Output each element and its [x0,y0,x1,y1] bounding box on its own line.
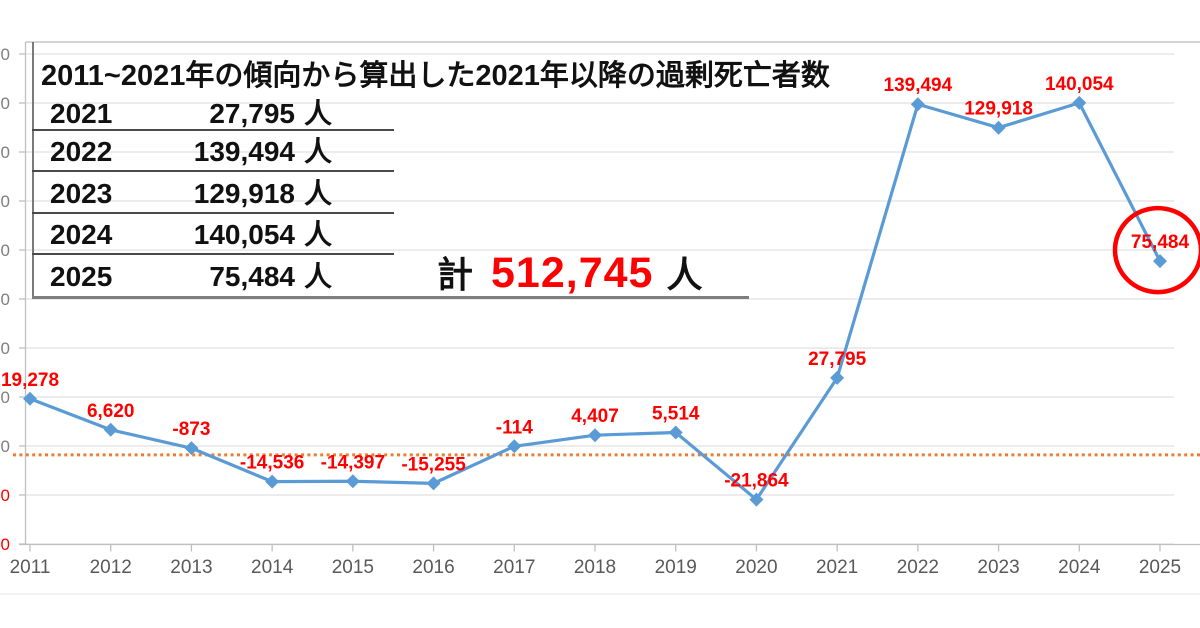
table-row-divider [32,212,394,214]
svg-text:0: 0 [1,388,10,407]
svg-text:129,918: 129,918 [964,99,1033,120]
chart-title: 2011~2021年の傾向から算出した2021年以降の過剰死亡者数 [41,60,830,92]
svg-text:75,484: 75,484 [1131,232,1190,253]
svg-text:2011: 2011 [10,557,51,578]
table-year: 2021 [50,98,113,129]
table-row: 2023 129,918 人 [32,174,394,214]
table-value: 75,484 [209,261,295,292]
svg-text:5,514: 5,514 [652,403,700,424]
total-row-underline [32,296,749,299]
svg-text:0: 0 [1,241,10,260]
svg-text:-114: -114 [496,417,533,438]
total-value: 512,745 [491,249,654,297]
svg-text:2022: 2022 [897,557,939,578]
table-unit: 人 [304,178,333,209]
svg-text:2018: 2018 [574,557,616,578]
table-unit: 人 [304,261,333,292]
svg-text:2015: 2015 [332,557,374,578]
total-label: 計 [437,254,474,295]
svg-text:0: 0 [1,94,10,113]
svg-text:0: 0 [1,290,10,309]
svg-text:139,494: 139,494 [884,75,953,96]
table-row: 2021 27,795 人 [32,94,394,134]
svg-text:19,278: 19,278 [1,370,59,391]
table-row-divider [32,253,394,255]
svg-text:-15,255: -15,255 [401,454,466,475]
table-row: 2025 75,484 人 [32,257,394,297]
total-unit: 人 [666,254,703,295]
table-value: 129,918 [193,178,295,209]
table-value: 139,494 [193,136,295,167]
svg-text:2016: 2016 [412,557,454,578]
svg-text:2012: 2012 [90,557,132,578]
svg-text:6,620: 6,620 [87,401,135,422]
table-value: 140,054 [193,219,295,250]
table-value: 27,795 [209,98,295,129]
svg-text:0: 0 [1,45,10,64]
svg-text:4,407: 4,407 [571,406,619,427]
svg-text:2023: 2023 [977,557,1019,578]
table-row: 2024 140,054 人 [32,215,394,255]
y-tick-labels: 0 0 0 0 0 0 0 0 0 0 0 [1,45,10,554]
svg-text:0: 0 [1,192,10,211]
svg-text:-873: -873 [172,419,210,440]
svg-text:2024: 2024 [1058,557,1101,578]
table-unit: 人 [304,219,333,250]
svg-text:2020: 2020 [735,557,777,578]
svg-text:2021: 2021 [816,557,858,578]
data-point-markers [23,95,1167,507]
svg-text:2013: 2013 [170,557,212,578]
svg-text:0: 0 [1,339,10,358]
svg-text:-14,397: -14,397 [321,452,385,473]
highlight-circle [1112,205,1200,295]
svg-text:-21,864: -21,864 [724,471,789,492]
table-year: 2023 [50,178,113,209]
svg-text:2017: 2017 [493,557,535,578]
table-year: 2022 [50,136,113,167]
svg-text:-14,536: -14,536 [240,453,304,474]
table-unit: 人 [304,98,333,129]
svg-text:140,054: 140,054 [1045,74,1114,95]
svg-text:2014: 2014 [251,557,294,578]
table-row-divider [32,129,394,131]
svg-text:0: 0 [1,437,10,456]
table-row-divider [32,170,394,172]
x-tick-labels: 2011 2012 2013 2014 2015 2016 2017 2018 2019 2020… [10,557,1182,578]
table-year: 2025 [50,261,113,292]
table-unit: 人 [304,136,333,167]
svg-text:2019: 2019 [655,557,697,578]
total-row: 計 512,745 人 [437,246,702,298]
svg-text:0: 0 [1,143,10,162]
svg-text:0: 0 [1,486,10,505]
svg-text:27,795: 27,795 [808,349,867,370]
svg-text:0: 0 [1,535,10,554]
axes [19,42,1200,552]
table-year: 2024 [50,219,113,250]
data-labels: 19,278 6,620 -873 -14,536 -14,397 -15,255 -114… [1,74,1190,492]
table-row: 2022 139,494 人 [32,132,394,172]
svg-text:2025: 2025 [1139,557,1181,578]
